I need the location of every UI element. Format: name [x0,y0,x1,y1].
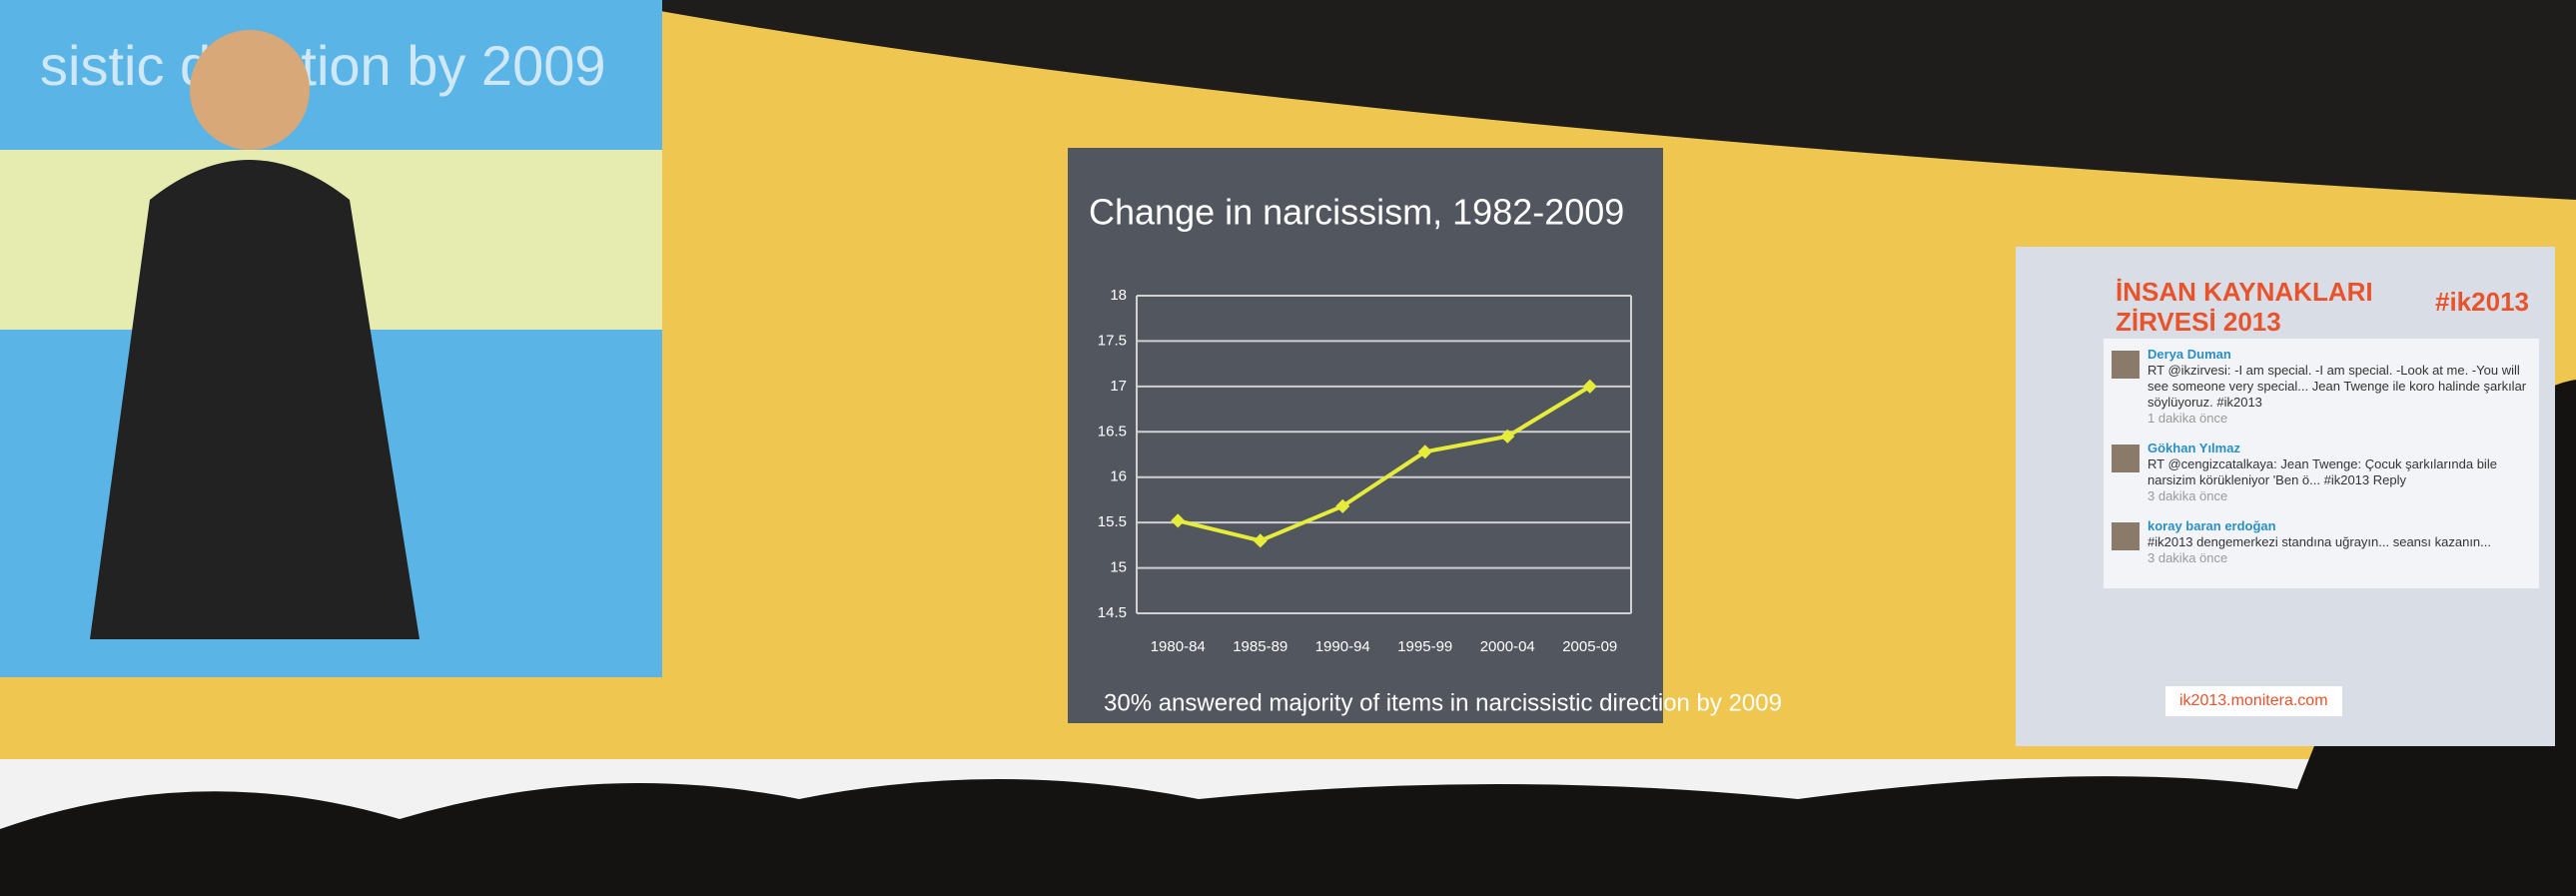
tweet: Derya Duman RT @ikzirvesi: -I am special.… [2112,347,2531,427]
panel-url: ik2013.monitera.com [2165,686,2342,716]
avatar [2112,522,2140,550]
y-tick-label: 16.5 [1098,423,1127,440]
y-tick-label: 16 [1110,468,1127,485]
tweet-time: 3 dakika önce [2147,488,2228,503]
left-screen-text: sistic direction by 2009 [40,34,606,97]
twitter-panel: İNSAN KAYNAKLARI ZİRVESİ 2013 #ik2013 De… [2016,247,2555,746]
x-tick-label: 2005-09 [1562,638,1617,655]
data-point [1417,445,1432,459]
y-tick-label: 15.5 [1098,513,1127,530]
data-point [1582,379,1597,394]
panel-title: İNSAN KAYNAKLARI ZİRVESİ 2013 [2116,277,2373,337]
tweet-user: koray baran erdoğan [2147,518,2276,533]
tweet-text: RT @ikzirvesi: -I am special. -I am spec… [2147,363,2527,410]
tweet-user: Derya Duman [2147,347,2231,362]
y-tick-label: 18 [1110,287,1127,304]
tweet: Gökhan Yılmaz RT @cengizcatalkaya: Jean T… [2112,441,2531,504]
tweet-time: 1 dakika önce [2147,411,2228,426]
tweet: koray baran erdoğan #ik2013 dengemerkezi … [2112,518,2531,566]
avatar [2112,351,2140,379]
y-tick-label: 17.5 [1098,332,1127,349]
x-tick-label: 1980-84 [1151,638,1206,655]
avatar [2112,445,2140,472]
x-tick-label: 1990-94 [1315,638,1370,655]
tweet-list: Derya Duman RT @ikzirvesi: -I am special.… [2104,339,2539,588]
data-point [1171,513,1186,528]
data-point [1500,429,1515,444]
x-tick-label: 1995-99 [1397,638,1452,655]
y-tick-label: 15 [1110,559,1127,576]
x-tick-label: 1985-89 [1233,638,1288,655]
x-tick-label: 2000-04 [1480,638,1535,655]
speaker [90,160,420,639]
tweet-text: #ik2013 dengemerkezi standına uğrayın...… [2147,534,2491,549]
data-line [1177,385,1591,543]
y-tick-label: 14.5 [1098,604,1127,621]
data-point [1335,498,1350,513]
slide [1068,148,1663,723]
panel-hashtag: #ik2013 [2435,287,2529,317]
tweet-text: RT @cengizcatalkaya: Jean Twenge: Çocuk … [2147,456,2497,487]
audience [0,380,2576,896]
chart-title: Change in narcissism, 1982-2009 [1089,192,1624,233]
data-point [1253,533,1268,548]
speaker-head [190,30,310,150]
tweet-user: Gökhan Yılmaz [2147,441,2240,455]
y-tick-label: 17 [1110,378,1127,395]
chart-subtitle: 30% answered majority of items in narcis… [1104,689,1782,716]
tweet-time: 3 dakika önce [2147,550,2228,565]
